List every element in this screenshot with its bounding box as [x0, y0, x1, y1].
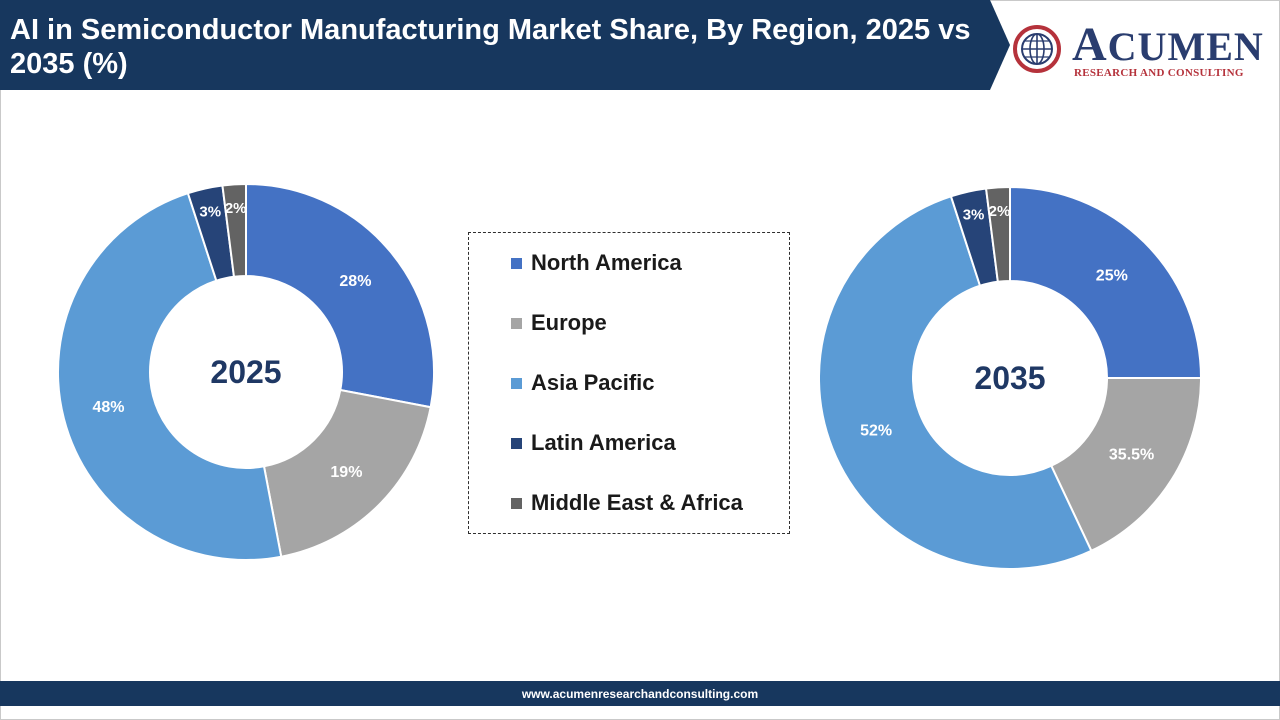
legend-swatch	[511, 497, 522, 509]
legend-label: Asia Pacific	[531, 370, 655, 395]
data-label-north-america: 25%	[1096, 268, 1128, 285]
logo-tagline: RESEARCH AND CONSULTING	[1074, 67, 1244, 79]
legend-item-north-america: North America	[511, 248, 682, 278]
legend-swatch	[511, 317, 522, 329]
data-label-latin-america: 3%	[963, 207, 985, 224]
data-label-middle-east-and-africa: 2%	[225, 200, 247, 217]
legend-swatch	[511, 257, 522, 269]
footer-url: www.acumenresearchandconsulting.com	[521, 686, 759, 701]
globe-icon	[1013, 25, 1061, 73]
legend-item-asia-pacific: Asia Pacific	[511, 368, 655, 398]
legend-item-europe: Europe	[511, 308, 607, 338]
slice-north-america	[245, 182, 435, 409]
data-label-europe: 19%	[330, 464, 362, 481]
footer-bar: www.acumenresearchandconsulting.com	[0, 681, 1280, 706]
slice-north-america	[1009, 185, 1203, 379]
data-label-asia-pacific: 48%	[92, 399, 124, 416]
data-label-middle-east-and-africa: 2%	[989, 203, 1011, 220]
slice-middle-east-and-africa	[984, 185, 1011, 283]
legend-swatch	[511, 377, 522, 389]
acumen-logo: ACUMEN RESEARCH AND CONSULTING	[1010, 18, 1272, 82]
slice-europe	[262, 388, 432, 558]
chart-title: AI in Semiconductor Manufacturing Market…	[10, 14, 971, 80]
title-banner-shape	[0, 0, 1010, 90]
legend-label: Europe	[531, 310, 607, 335]
logo-initial: A	[1072, 18, 1108, 71]
legend-label: Middle East & Africa	[531, 490, 743, 515]
legend: North America Europe Asia Pacific Latin Ame…	[468, 232, 790, 534]
logo-wordmark: ACUMEN	[1072, 21, 1264, 69]
slice-asia-pacific	[57, 191, 283, 561]
data-label-europe: 35.5%	[1109, 447, 1154, 464]
legend-item-middle-east-and-africa: Middle East & Africa	[511, 488, 743, 518]
center-label: 2025	[210, 354, 281, 390]
data-label-north-america: 28%	[339, 273, 371, 290]
logo-rest: CUMEN	[1107, 24, 1264, 69]
data-label-asia-pacific: 52%	[860, 423, 892, 440]
donut-chart-2035: 25% 35.5% 52% 3% 2% 2035	[818, 185, 1203, 570]
slice-europe	[1049, 377, 1203, 553]
title-banner	[0, 0, 1010, 90]
slice-middle-east-and-africa	[221, 182, 247, 278]
legend-label: North America	[531, 250, 682, 275]
data-label-latin-america: 3%	[199, 203, 221, 220]
slice-asia-pacific	[818, 195, 1093, 570]
legend-item-latin-america: Latin America	[511, 428, 676, 458]
donut-chart-2025: 28% 19% 48% 3% 2% 2025	[57, 182, 435, 561]
center-label: 2035	[974, 360, 1045, 396]
legend-swatch	[511, 437, 522, 449]
legend-label: Latin America	[531, 430, 676, 455]
